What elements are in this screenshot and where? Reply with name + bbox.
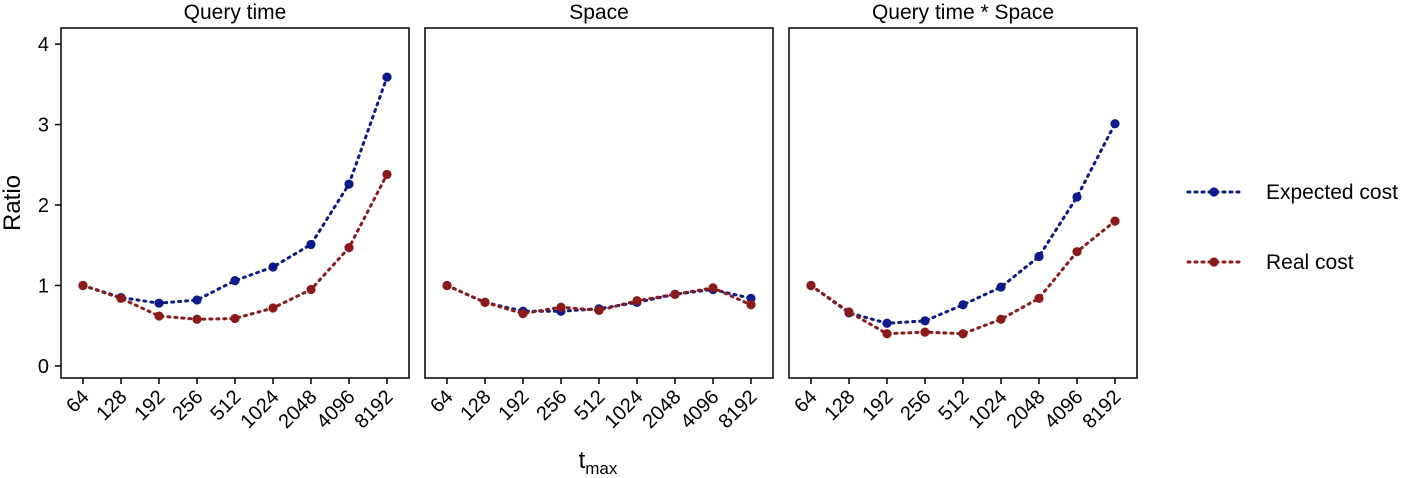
x-tick-label: 256 [532, 386, 571, 425]
data-point [806, 280, 816, 291]
x-tick-label: 64 [790, 386, 821, 417]
data-point [996, 314, 1006, 324]
data-point [480, 297, 490, 307]
data-point [306, 239, 316, 250]
data-point [920, 316, 930, 326]
data-point [1072, 192, 1082, 202]
legend-marker [1209, 187, 1219, 197]
data-point [1072, 247, 1082, 257]
data-point [268, 303, 278, 313]
x-tick-label: 4096 [313, 386, 360, 433]
y-tick-label: 4 [38, 34, 49, 56]
data-point [306, 284, 316, 295]
data-point [1034, 251, 1044, 262]
data-point [1110, 216, 1120, 226]
data-point [154, 298, 164, 308]
x-tick-label: 2048 [639, 386, 686, 433]
x-tick-label: 1024 [965, 386, 1012, 433]
x-tick-label: 64 [426, 386, 457, 417]
data-point [708, 283, 718, 293]
x-tick-label: 256 [168, 386, 207, 425]
y-tick-label: 2 [38, 195, 49, 217]
data-point [1034, 293, 1044, 303]
data-point [154, 311, 164, 321]
series-line [809, 122, 1117, 325]
panel-title: Space [569, 1, 629, 24]
x-tick-label: 8192 [351, 386, 398, 433]
data-point [344, 243, 354, 253]
x-tick-label: 128 [456, 386, 495, 425]
data-point [958, 329, 968, 339]
data-point [1110, 119, 1120, 129]
x-tick-label: 64 [62, 386, 93, 417]
data-point [958, 300, 968, 310]
data-point [192, 314, 202, 324]
data-point [230, 313, 240, 324]
x-tick-label: 8192 [1079, 386, 1126, 433]
data-point [746, 293, 756, 303]
data-point [920, 327, 930, 337]
data-point [594, 305, 604, 316]
data-point [116, 293, 126, 303]
data-point [844, 307, 854, 317]
panel-frame [788, 27, 1138, 379]
data-point [556, 302, 566, 312]
data-point [518, 309, 528, 319]
x-tick-label: 192 [494, 386, 533, 425]
x-tick-label: 256 [896, 386, 935, 425]
data-point [230, 276, 240, 286]
x-tick-label: 192 [858, 386, 897, 425]
panel-frame [424, 27, 774, 379]
data-point [882, 318, 892, 328]
data-point [382, 72, 392, 82]
y-tick-label: 1 [38, 275, 49, 297]
data-point [78, 280, 88, 291]
x-tick-label: 1024 [601, 386, 648, 433]
data-point [996, 282, 1006, 292]
x-axis-label: tmax [579, 447, 618, 478]
data-point [192, 295, 202, 305]
data-point [746, 300, 756, 310]
legend-label: Real cost [1266, 251, 1354, 274]
x-tick-label: 8192 [715, 386, 762, 433]
x-tick-label: 2048 [275, 386, 322, 433]
legend-marker [1209, 257, 1219, 267]
data-point [632, 296, 642, 306]
data-point [344, 179, 354, 189]
x-tick-label: 128 [820, 386, 859, 425]
x-tick-label: 1024 [237, 386, 284, 433]
y-tick-label: 0 [38, 356, 49, 378]
data-point [382, 169, 392, 180]
panel-frame [60, 27, 410, 379]
data-point [882, 329, 892, 339]
x-tick-label: 4096 [1041, 386, 1088, 433]
y-axis-label: Ratio [0, 175, 26, 231]
series-line [809, 219, 1117, 336]
legend-label: Expected cost [1266, 181, 1398, 204]
series-line [445, 284, 753, 316]
x-tick-label: 128 [92, 386, 131, 425]
panel-title: Query time [184, 1, 287, 24]
x-tick-label: 4096 [677, 386, 724, 433]
x-tick-label: 2048 [1003, 386, 1050, 433]
data-point [268, 262, 278, 272]
y-tick-label: 3 [38, 115, 49, 137]
data-point [670, 289, 680, 299]
data-point [442, 280, 452, 291]
panel-title: Query time * Space [872, 1, 1054, 24]
x-tick-label: 192 [130, 386, 169, 425]
